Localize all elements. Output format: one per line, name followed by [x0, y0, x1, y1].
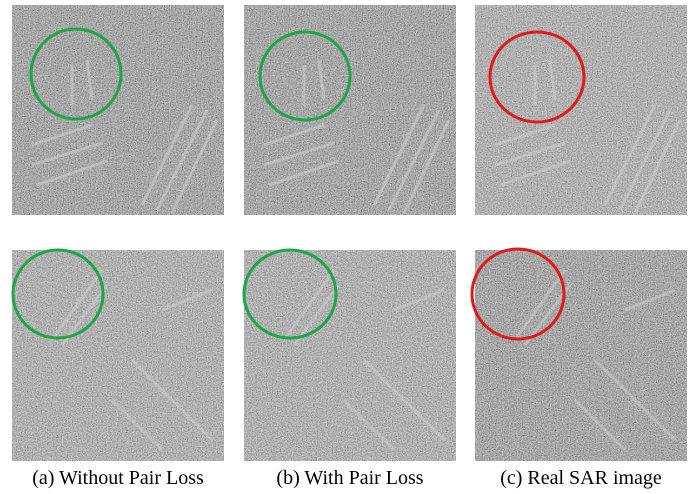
image-c-bottom [475, 250, 687, 461]
image-a-top [12, 5, 224, 215]
image-b-bottom [244, 250, 456, 461]
image-a-bottom [12, 250, 224, 461]
figure: (a) Without Pair Loss (b) With Pair Loss… [0, 0, 697, 494]
caption: (a) Without Pair Loss [32, 467, 204, 489]
caption: (b) With Pair Loss [276, 467, 423, 489]
caption: (c) Real SAR image [500, 467, 662, 489]
